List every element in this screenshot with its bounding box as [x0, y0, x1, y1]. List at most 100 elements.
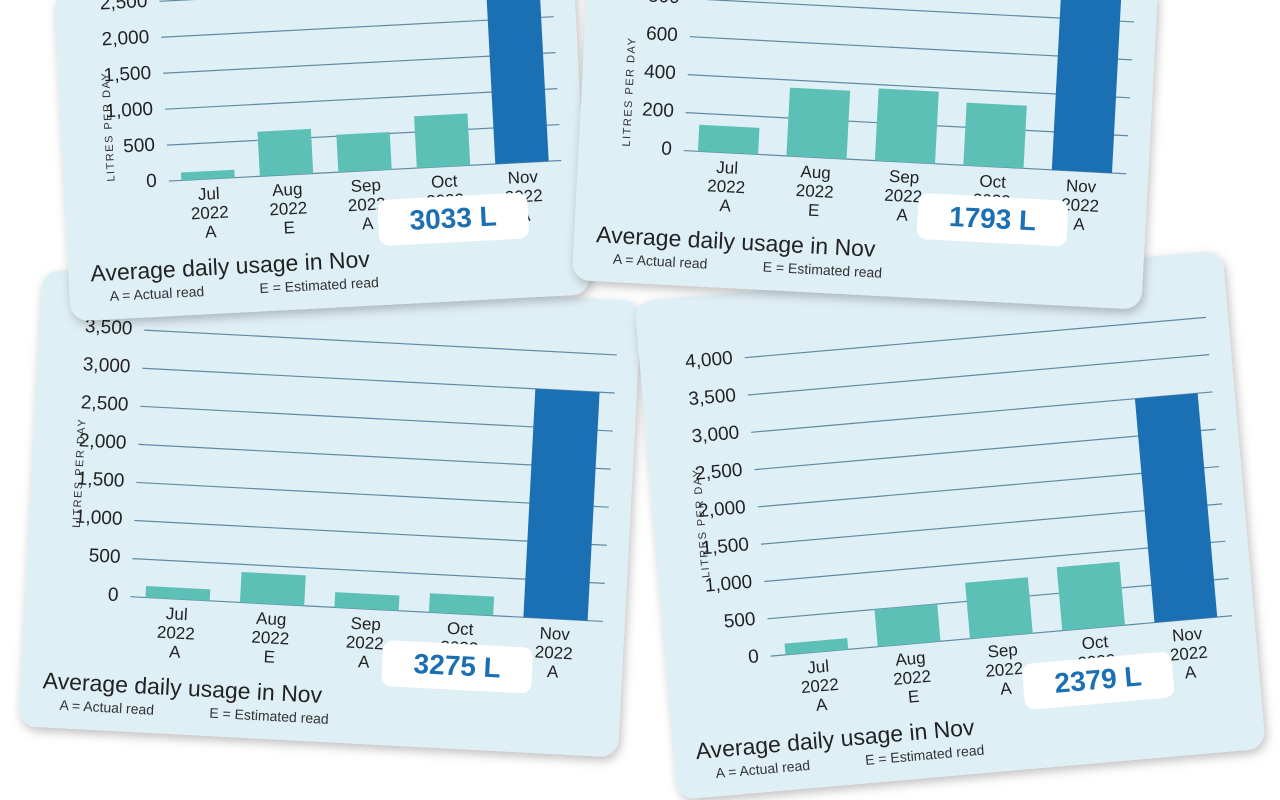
y-tick-label: 1,000 [74, 506, 123, 529]
bar [145, 586, 211, 601]
y-tick-label: 600 [646, 23, 679, 46]
y-tick-label: 500 [123, 135, 156, 158]
y-tick-label: 2,000 [697, 497, 746, 522]
x-tick-label: A [169, 642, 182, 662]
highlight-box [381, 640, 533, 694]
y-tick-label: 3,000 [82, 354, 131, 377]
bar [336, 131, 392, 173]
x-tick-label: 2022 [534, 642, 573, 663]
y-tick-label: 0 [146, 171, 158, 193]
y-tick-label: 1,500 [76, 468, 125, 491]
bar [334, 592, 400, 611]
y-tick-label: 400 [644, 61, 677, 84]
x-tick-label: Nov [1171, 624, 1203, 646]
x-tick-label: 2022 [884, 186, 923, 207]
highlight-value: 3033 L [409, 200, 498, 236]
bar [965, 577, 1033, 639]
highlight-value: 1793 L [948, 201, 1037, 237]
card-content: LITRES PER DAY0200400600800Jul2022AAug20… [596, 0, 1135, 281]
y-tick-label: 1,000 [105, 99, 154, 122]
x-tick-label: 2022 [1061, 195, 1100, 216]
x-tick-label: 2022 [892, 667, 931, 689]
x-tick-label: E [263, 647, 275, 667]
x-tick-label: Aug [800, 162, 831, 183]
x-tick-label: Jul [165, 604, 188, 624]
bill-card: LITRES PER DAY0200400600800Jul2022AAug20… [572, 0, 1158, 309]
x-tick-label: A [1000, 679, 1014, 699]
grid-line [744, 316, 1206, 359]
legend-actual: A = Actual read [109, 283, 204, 304]
y-axis-label: LITRES PER DAY [621, 36, 639, 147]
x-tick-label: 2022 [795, 181, 834, 202]
y-axis-label: LITRES PER DAY [71, 418, 89, 529]
highlight-value: 3275 L [413, 648, 502, 684]
bar [483, 0, 549, 164]
y-tick-label: 1,500 [701, 534, 750, 559]
y-tick-label: 0 [107, 585, 119, 607]
card-content: LITRES PER DAY 0 500 1,000 1,500 2,000 2,500 Ju… [90, 0, 562, 304]
x-tick-label: E [808, 201, 820, 221]
bill-card: LITRES PER DAY 0 500 1,000 1,500 2,000 2,500 Ju… [54, 0, 590, 321]
x-tick-label: 2022 [269, 198, 308, 219]
bar [786, 87, 851, 160]
x-tick-label: A [362, 214, 375, 234]
x-tick-label: Jul [197, 184, 220, 204]
bar [963, 102, 1027, 169]
y-tick-label: 2,000 [78, 430, 127, 453]
x-tick-label: A [358, 652, 371, 672]
x-tick-label: Oct [447, 619, 475, 639]
bar [428, 593, 495, 616]
bar [784, 638, 849, 655]
y-tick-label: 2,500 [99, 0, 148, 14]
y-tick-label: 2,500 [694, 460, 743, 485]
y-tick-label: 0 [661, 138, 673, 160]
y-tick-label: 1,500 [103, 63, 152, 86]
x-tick-label: A [815, 695, 829, 715]
x-tick-label: A [1073, 215, 1086, 235]
legend-actual: A = Actual read [613, 251, 708, 272]
x-tick-label: A [719, 196, 732, 216]
card-background [19, 270, 641, 757]
card-content: LITRES PER DAY 0 500 1,000 1,500 2,000 2,500 3,… [42, 316, 617, 727]
x-tick-label: Sep [889, 167, 920, 188]
bar [1056, 561, 1125, 631]
bar [180, 169, 235, 181]
x-tick-label: 2022 [707, 176, 746, 197]
highlight-value: 2379 L [1053, 660, 1143, 698]
bar [697, 124, 760, 155]
y-tick-label: 1,000 [704, 572, 753, 597]
bar [874, 603, 941, 647]
x-tick-label: Nov [539, 624, 571, 645]
x-tick-label: E [283, 218, 295, 238]
x-tick-label: A [896, 205, 909, 225]
y-tick-label: 500 [723, 609, 756, 633]
bar [1051, 0, 1130, 173]
x-tick-label: 2022 [347, 194, 386, 215]
x-tick-label: Aug [256, 609, 287, 630]
y-tick-label: 4,000 [684, 348, 733, 373]
x-tick-label: Nov [1066, 176, 1098, 197]
x-tick-label: A [205, 222, 218, 242]
y-tick-label: 200 [642, 99, 675, 122]
y-tick-label: 500 [88, 545, 121, 568]
x-tick-label: Sep [350, 614, 381, 635]
bar [1134, 393, 1218, 623]
x-tick-label: Aug [895, 648, 927, 670]
legend-estimated: E = Estimated read [209, 705, 329, 727]
bar [523, 388, 600, 621]
bar [414, 113, 471, 169]
x-tick-label: Aug [272, 180, 303, 201]
x-tick-label: Sep [987, 640, 1019, 662]
grid-line [144, 329, 617, 356]
x-tick-label: 2022 [345, 633, 384, 654]
legend-estimated: E = Estimated read [762, 259, 882, 281]
x-tick-label: 2022 [190, 202, 229, 223]
y-tick-label: 0 [747, 646, 759, 668]
x-tick-label: 2022 [251, 628, 290, 649]
x-tick-label: Jul [807, 657, 830, 678]
bar [239, 571, 306, 606]
legend-estimated: E = Estimated read [259, 274, 379, 296]
grid-line [747, 354, 1210, 396]
bar [874, 88, 939, 164]
